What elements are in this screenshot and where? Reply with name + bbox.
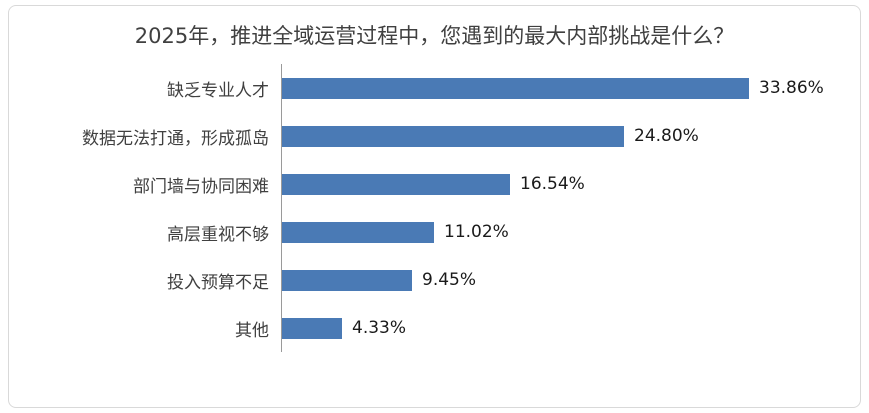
chart-row: 投入预算不足 9.45% (69, 256, 860, 305)
value-label: 11.02% (444, 222, 509, 243)
bar-area: 11.02% (281, 208, 860, 257)
bar (282, 77, 749, 99)
chart-row: 缺乏专业人才 33.86% (69, 64, 860, 113)
value-label: 33.86% (759, 78, 824, 99)
bar (282, 221, 434, 243)
value-label: 9.45% (422, 270, 477, 291)
chart-title: 2025年，推进全域运营过程中，您遇到的最大内部挑战是什么？ (134, 24, 735, 48)
value-label: 4.33% (352, 318, 407, 339)
category-label: 其他 (235, 320, 269, 341)
category-label: 缺乏专业人才 (167, 80, 269, 101)
bar (282, 173, 510, 195)
chart-row: 部门墙与协同困难 16.54% (69, 160, 860, 209)
value-label: 16.54% (520, 174, 585, 195)
bar-area: 4.33% (281, 304, 860, 353)
value-label: 24.80% (634, 126, 699, 147)
chart-rows: 缺乏专业人才 33.86% 数据无法打通，形成孤岛 24.80% 部门墙与协同困难 16.… (9, 64, 860, 353)
bar-area: 33.86% (281, 64, 860, 113)
bar (282, 125, 624, 147)
bar (282, 317, 342, 339)
chart-frame: 2025年，推进全域运营过程中，您遇到的最大内部挑战是什么？ 缺乏专业人才 33.… (8, 5, 861, 408)
category-label: 数据无法打通，形成孤岛 (82, 128, 269, 149)
bar-area: 24.80% (281, 112, 860, 161)
chart-row: 其他 4.33% (69, 304, 860, 353)
chart-row: 数据无法打通，形成孤岛 24.80% (69, 112, 860, 161)
bar (282, 269, 412, 291)
category-label: 部门墙与协同困难 (133, 176, 269, 197)
category-label: 投入预算不足 (167, 272, 269, 293)
bar-area: 16.54% (281, 160, 860, 209)
category-label: 高层重视不够 (167, 224, 269, 245)
chart-row: 高层重视不够 11.02% (69, 208, 860, 257)
bar-area: 9.45% (281, 256, 860, 305)
